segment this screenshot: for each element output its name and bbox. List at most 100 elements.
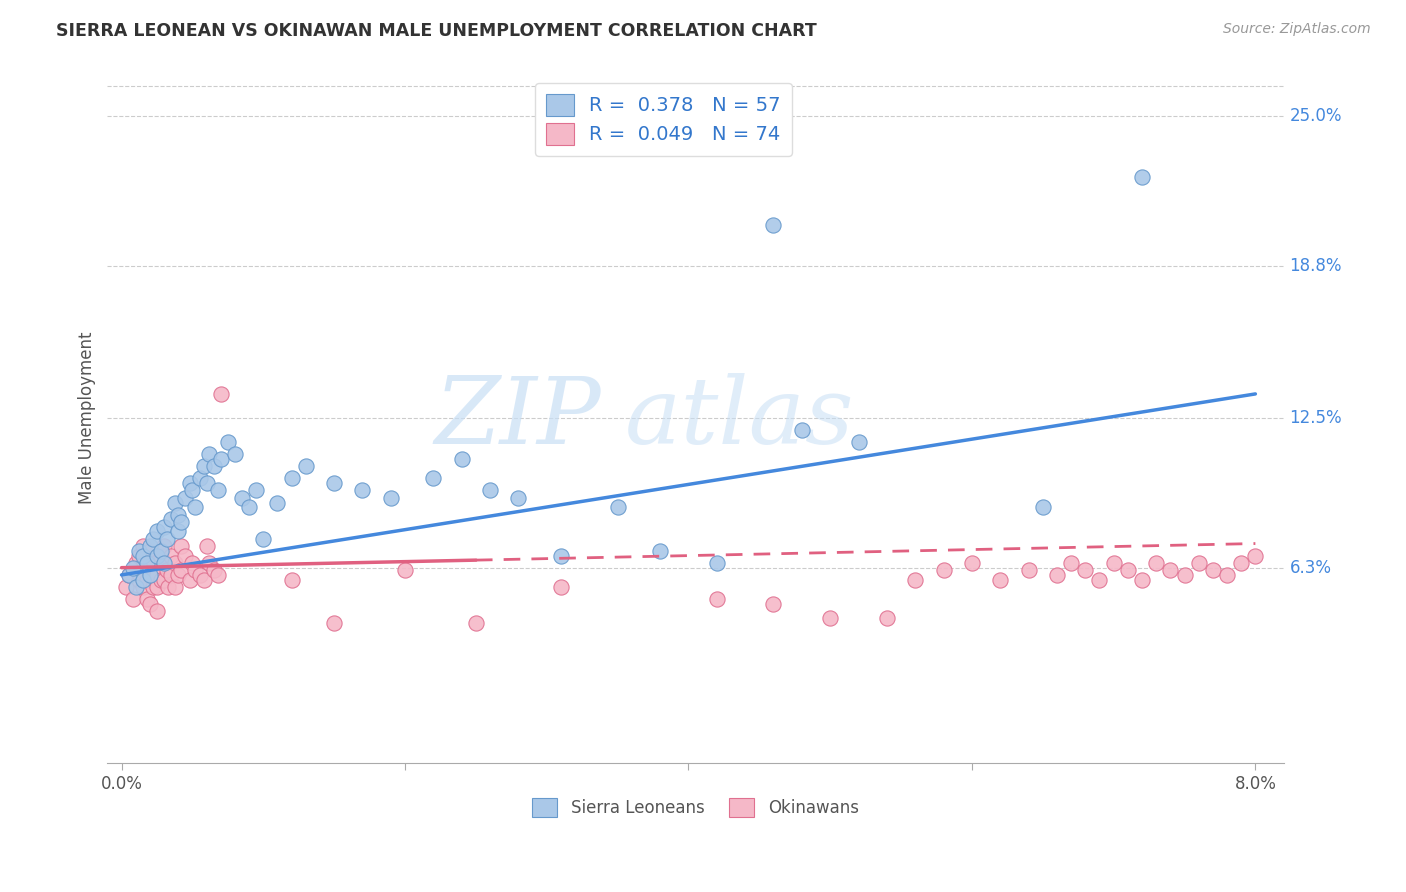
Point (146, 524, 169, 539)
Point (160, 568, 183, 582)
Point (142, 563, 165, 577)
Point (762, 597, 785, 611)
Point (280, 471, 302, 485)
Point (181, 483, 204, 498)
Point (165, 495, 187, 509)
Point (323, 616, 346, 631)
Point (156, 563, 179, 577)
Point (184, 500, 207, 515)
Point (198, 447, 221, 461)
Point (209, 452, 232, 467)
Point (146, 604, 169, 618)
Point (1130, 169, 1153, 184)
Point (125, 556, 148, 570)
Point (195, 476, 218, 491)
Point (153, 556, 176, 570)
Point (153, 519, 176, 533)
Point (136, 592, 159, 607)
Point (150, 543, 173, 558)
Point (1244, 549, 1267, 563)
Point (129, 568, 152, 582)
Point (762, 218, 785, 232)
Point (146, 580, 169, 594)
Point (238, 500, 260, 515)
Point (1102, 556, 1125, 570)
Text: 6.3%: 6.3% (1289, 558, 1331, 576)
Point (1046, 568, 1069, 582)
Point (202, 563, 225, 577)
Point (184, 563, 207, 577)
Point (193, 459, 215, 474)
Point (170, 515, 193, 529)
Point (132, 539, 155, 553)
Point (508, 491, 530, 505)
Text: atlas: atlas (626, 373, 855, 463)
Text: 12.5%: 12.5% (1289, 409, 1343, 427)
Point (139, 568, 162, 582)
Point (202, 459, 225, 474)
Point (224, 447, 246, 461)
Point (122, 560, 145, 574)
Text: 25.0%: 25.0% (1289, 107, 1343, 126)
Point (1173, 568, 1195, 582)
Point (114, 580, 136, 594)
Point (125, 580, 148, 594)
Point (479, 483, 502, 498)
Point (294, 459, 316, 474)
Point (706, 592, 728, 607)
Legend: Sierra Leoneans, Okinawans: Sierra Leoneans, Okinawans (526, 792, 866, 824)
Point (132, 580, 155, 594)
Point (139, 539, 162, 553)
Point (818, 611, 841, 625)
Point (394, 563, 416, 577)
Point (167, 508, 190, 522)
Point (117, 568, 139, 582)
Point (550, 580, 572, 594)
Point (157, 580, 180, 594)
Point (128, 549, 150, 563)
Point (128, 543, 150, 558)
Point (188, 471, 211, 485)
Point (1018, 563, 1040, 577)
Point (188, 568, 211, 582)
Point (150, 573, 173, 587)
Point (706, 556, 728, 570)
Point (1202, 563, 1225, 577)
Point (1060, 556, 1083, 570)
Point (1159, 563, 1181, 577)
Point (1230, 556, 1253, 570)
Point (252, 532, 274, 546)
Point (143, 556, 166, 570)
Point (876, 611, 898, 625)
Point (464, 616, 486, 631)
Point (136, 573, 159, 587)
Text: SIERRA LEONEAN VS OKINAWAN MALE UNEMPLOYMENT CORRELATION CHART: SIERRA LEONEAN VS OKINAWAN MALE UNEMPLOY… (56, 22, 817, 40)
Point (167, 568, 190, 582)
Point (195, 539, 218, 553)
Point (209, 387, 232, 401)
Point (1088, 573, 1111, 587)
Point (179, 573, 201, 587)
Point (153, 539, 176, 553)
Point (160, 549, 183, 563)
Point (904, 573, 927, 587)
Point (142, 580, 165, 594)
Point (848, 435, 870, 450)
Point (136, 556, 159, 570)
Point (245, 483, 267, 498)
Point (960, 556, 983, 570)
Point (606, 500, 628, 515)
Point (207, 483, 229, 498)
Y-axis label: Male Unemployment: Male Unemployment (79, 332, 96, 504)
Point (1188, 556, 1211, 570)
Point (179, 476, 201, 491)
Point (139, 543, 162, 558)
Point (790, 423, 813, 437)
Point (280, 573, 302, 587)
Point (422, 471, 444, 485)
Point (160, 512, 183, 526)
Point (165, 556, 187, 570)
Point (150, 549, 173, 563)
Point (146, 549, 169, 563)
Point (1144, 556, 1167, 570)
